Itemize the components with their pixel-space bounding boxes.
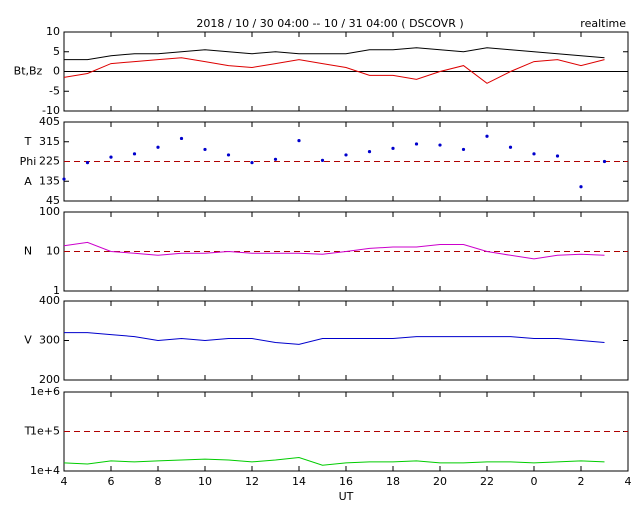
data-point [532, 152, 536, 156]
series-line [64, 47, 605, 61]
y-axis-label: T [24, 135, 32, 148]
data-point [179, 136, 184, 141]
data-point [344, 153, 348, 157]
x-tick-label: 18 [386, 475, 400, 488]
data-point [485, 134, 489, 138]
data-point [391, 146, 395, 150]
y-tick-label: 45 [46, 194, 60, 207]
series-line [64, 332, 605, 345]
y-axis-label: Bt,Bz [14, 65, 43, 78]
y-axis-label: A [24, 175, 32, 188]
y-tick-label: 1e+5 [30, 425, 60, 438]
y-tick-label: 300 [39, 334, 60, 347]
y-tick-label: 10 [46, 245, 60, 258]
y-axis-label: Phi [20, 155, 37, 168]
y-tick-label: 200 [39, 373, 60, 386]
y-tick-label: 225 [39, 155, 60, 168]
chart-title: 2018 / 10 / 30 04:00 -- 10 / 31 04:00 ( … [196, 17, 463, 30]
y-tick-label: -5 [49, 84, 60, 97]
data-point [226, 153, 231, 157]
data-point [461, 147, 466, 152]
series-line [63, 57, 605, 84]
y-tick-label: 1e+6 [30, 385, 60, 398]
y-tick-label: 405 [39, 115, 60, 128]
y-tick-label: 400 [39, 294, 60, 307]
data-point [273, 157, 278, 161]
x-tick-label: 0 [531, 475, 538, 488]
x-axis-label: UT [339, 490, 354, 503]
x-tick-label: 12 [245, 475, 259, 488]
data-point [414, 142, 419, 146]
data-point [156, 145, 160, 149]
plot-frame [63, 300, 629, 381]
data-point [579, 185, 583, 189]
x-tick-label: 22 [480, 475, 494, 488]
data-point [250, 160, 254, 165]
x-tick-label: 16 [339, 475, 353, 488]
y-axis-label: N [24, 245, 32, 258]
x-tick-label: 8 [155, 475, 162, 488]
y-tick-label: 100 [39, 205, 60, 218]
data-point [602, 159, 607, 164]
data-point [62, 177, 66, 181]
data-point [203, 147, 207, 152]
x-tick-label: 10 [198, 475, 212, 488]
y-axis-label: T [24, 425, 32, 438]
data-point [109, 155, 113, 159]
y-tick-label: -10 [42, 104, 60, 117]
data-point [555, 154, 560, 158]
x-tick-label: 4 [625, 475, 632, 488]
y-tick-label: 1 [53, 284, 60, 297]
x-tick-label: 20 [433, 475, 447, 488]
y-tick-label: 315 [39, 135, 60, 148]
y-tick-label: 0 [53, 65, 60, 78]
status: realtime [580, 17, 626, 30]
series-line [63, 241, 605, 260]
y-tick-label: 1e+4 [30, 464, 60, 477]
data-point [297, 139, 301, 143]
x-tick-label: 2 [578, 475, 585, 488]
data-point [508, 145, 513, 149]
y-axis-label: V [24, 334, 32, 347]
data-point [320, 158, 325, 163]
x-tick-label: 14 [292, 475, 306, 488]
y-tick-label: 135 [39, 174, 60, 187]
data-point [132, 152, 137, 156]
x-tick-label: 6 [108, 475, 115, 488]
data-point [438, 143, 442, 147]
series-line [63, 456, 605, 466]
x-tick-label: 4 [61, 475, 68, 488]
y-tick-label: 10 [46, 25, 60, 38]
data-point [85, 160, 90, 165]
y-tick-label: 5 [53, 45, 60, 58]
data-point [367, 150, 372, 154]
